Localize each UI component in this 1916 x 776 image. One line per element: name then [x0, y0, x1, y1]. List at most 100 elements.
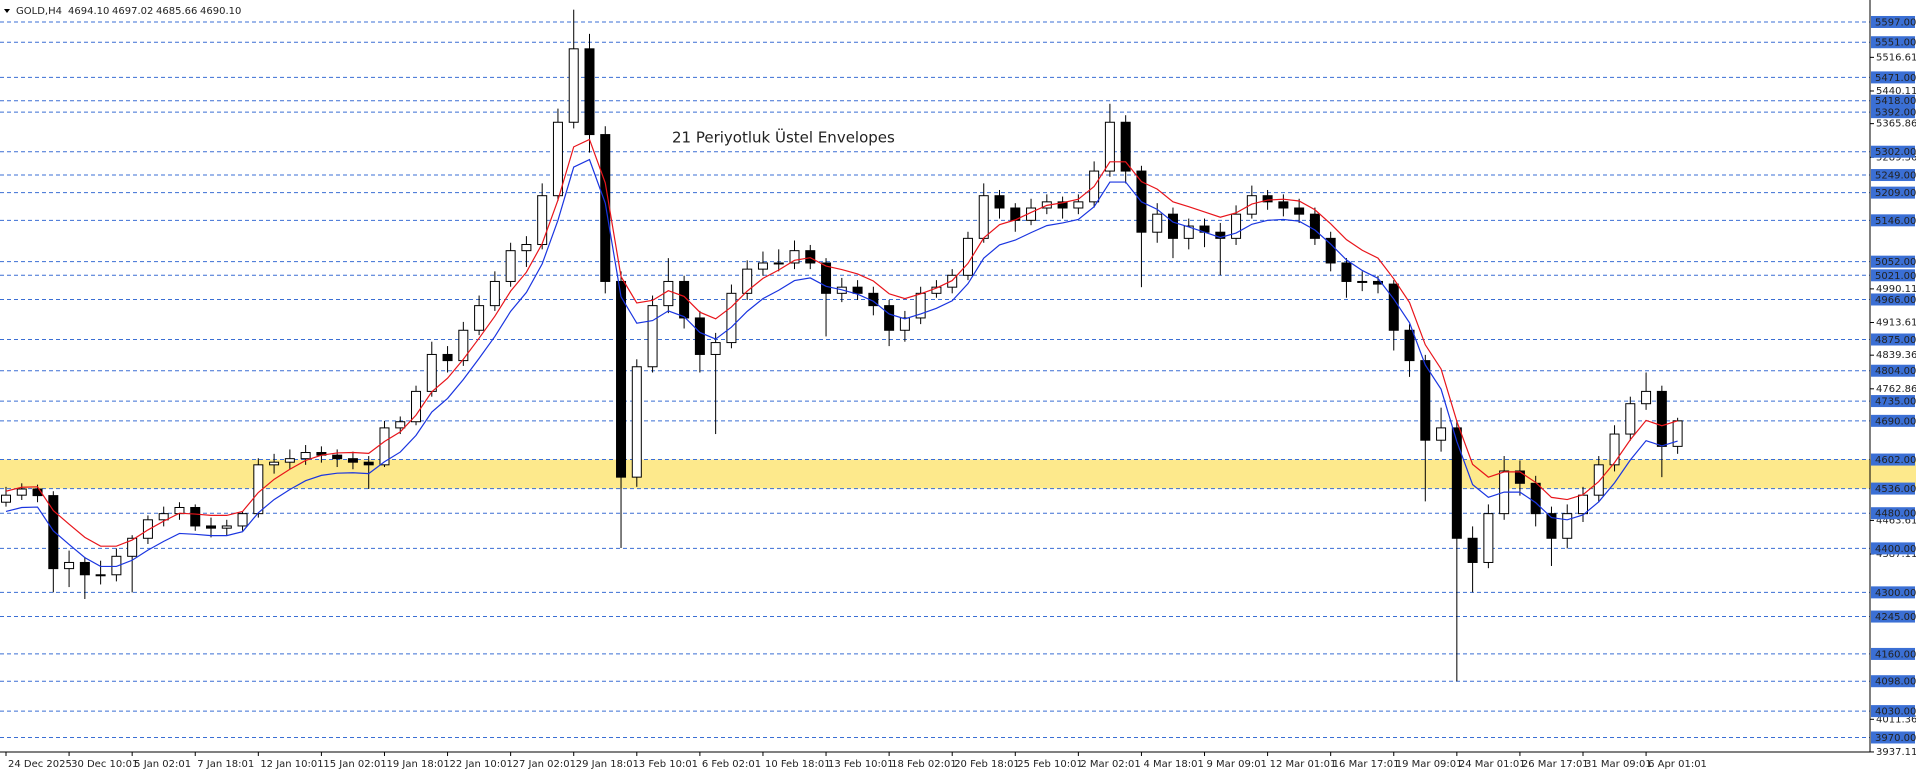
x-tick-label: 26 Mar 17:01: [1522, 759, 1589, 770]
candle-body: [1420, 360, 1431, 441]
candle-body: [821, 262, 832, 294]
x-tick-label: 18 Feb 02:01: [891, 759, 957, 770]
level-label-box: [1871, 186, 1915, 199]
envelope-line: [5, 138, 1678, 547]
level-label: 5021.00: [1875, 271, 1916, 282]
candle-body: [537, 195, 548, 246]
level-label-box: [1871, 395, 1915, 408]
y-tick-label: 4463.61: [1876, 515, 1916, 526]
x-tick-label: 19 Mar 09:01: [1396, 759, 1463, 770]
level-label: 4480.00: [1875, 509, 1916, 520]
candle-body: [1404, 329, 1415, 362]
candle-body: [79, 561, 90, 576]
candle-body: [64, 561, 75, 570]
candle-body: [1278, 201, 1289, 209]
annotation: 21 Periyotluk Üstel Envelopes: [672, 128, 895, 147]
candle-body: [1609, 433, 1620, 466]
candle-body: [206, 525, 217, 529]
candle-body: [474, 305, 485, 331]
candle-body: [694, 317, 705, 355]
candle-body: [742, 268, 753, 294]
x-tick-label: 13 Feb 10:01: [828, 759, 894, 770]
level-label: 5302.00: [1875, 147, 1916, 158]
candle-body: [1262, 195, 1273, 203]
level-label: 4536.00: [1875, 484, 1916, 495]
level-label: 5392.00: [1875, 108, 1916, 119]
level-label: 5418.00: [1875, 96, 1916, 107]
candle-body: [1388, 283, 1399, 331]
candle-body: [111, 555, 122, 576]
level-label-box: [1871, 731, 1915, 744]
candle-body: [679, 280, 690, 319]
level-label: 4966.00: [1875, 295, 1916, 306]
candle-body: [710, 342, 721, 355]
quote: 4694.10 4697.02 4685.66 4690.10: [68, 6, 241, 17]
x-tick-label: 6 Apr 01:01: [1648, 759, 1707, 770]
candle-body: [568, 48, 579, 123]
level-label: 4804.00: [1875, 366, 1916, 377]
candle-body: [1656, 390, 1667, 447]
candle-body: [726, 292, 737, 344]
x-tick-label: 27 Jan 02:01: [513, 759, 576, 770]
candle-body: [1562, 513, 1573, 539]
level-label: 5249.00: [1875, 171, 1916, 182]
level-label-box: [1871, 333, 1915, 346]
level-label-box: [1871, 71, 1915, 84]
level-label: 3970.00: [1875, 733, 1916, 744]
candle-body: [300, 452, 311, 460]
candle-body: [899, 317, 910, 331]
quote-value: 4694.10: [68, 6, 109, 17]
x-tick-label: 10 Feb 18:01: [765, 759, 831, 770]
candle-body: [1167, 213, 1178, 239]
level-label-box: [1871, 293, 1915, 306]
envelope-line: [5, 158, 1678, 568]
candle-body: [1215, 231, 1226, 239]
x-tick-label: 12 Jan 10:01: [260, 759, 323, 770]
candle-body: [521, 244, 532, 252]
level-label: 4735.00: [1875, 397, 1916, 408]
level-label-box: [1871, 364, 1915, 377]
candle-body: [489, 280, 500, 307]
candle-body: [1294, 207, 1305, 215]
candle-body: [773, 262, 784, 265]
level-label-box: [1871, 705, 1915, 718]
candle-body: [1372, 280, 1383, 285]
level-label-box: [1871, 145, 1915, 158]
candle-body: [1593, 464, 1604, 496]
level-label: 4602.00: [1875, 455, 1916, 466]
x-tick-label: 24 Dec 2025: [8, 759, 72, 770]
candle-body: [347, 458, 358, 463]
x-tick-label: 24 Mar 01:01: [1459, 759, 1526, 770]
level-label-box: [1871, 507, 1915, 520]
plot-layer: [1, 9, 1683, 682]
quote-value: 4690.10: [200, 6, 241, 17]
level-label: 4400.00: [1875, 544, 1916, 555]
candle-body: [647, 305, 658, 368]
candle-body: [363, 461, 374, 466]
candle-body: [1246, 195, 1257, 215]
candle-body: [1514, 470, 1525, 484]
candle-body: [1341, 262, 1352, 282]
level-label-box: [1871, 214, 1915, 227]
candle-body: [221, 525, 232, 529]
candle-body: [411, 390, 422, 423]
level-label: 5597.00: [1875, 17, 1916, 28]
y-tick-label: 4990.11: [1876, 284, 1916, 295]
y-tick-label: 5365.86: [1876, 119, 1916, 130]
x-tick-label: 12 Mar 01:01: [1270, 759, 1337, 770]
candle-body: [994, 195, 1005, 209]
candle-body: [757, 262, 768, 270]
candle-body: [584, 48, 595, 136]
zone-layer: [0, 459, 1916, 489]
candle-body: [190, 506, 201, 527]
x-tick-label: 31 Mar 09:01: [1585, 759, 1652, 770]
x-tick-label: 9 Mar 09:01: [1207, 759, 1267, 770]
level-label-box: [1871, 15, 1915, 28]
candle-body: [284, 458, 295, 463]
menu-arrow: [4, 9, 10, 13]
candle-body: [505, 250, 516, 282]
candle-body: [32, 488, 43, 497]
quote-value: 4697.02: [112, 6, 153, 17]
y-tick-label: 5289.36: [1876, 152, 1916, 163]
